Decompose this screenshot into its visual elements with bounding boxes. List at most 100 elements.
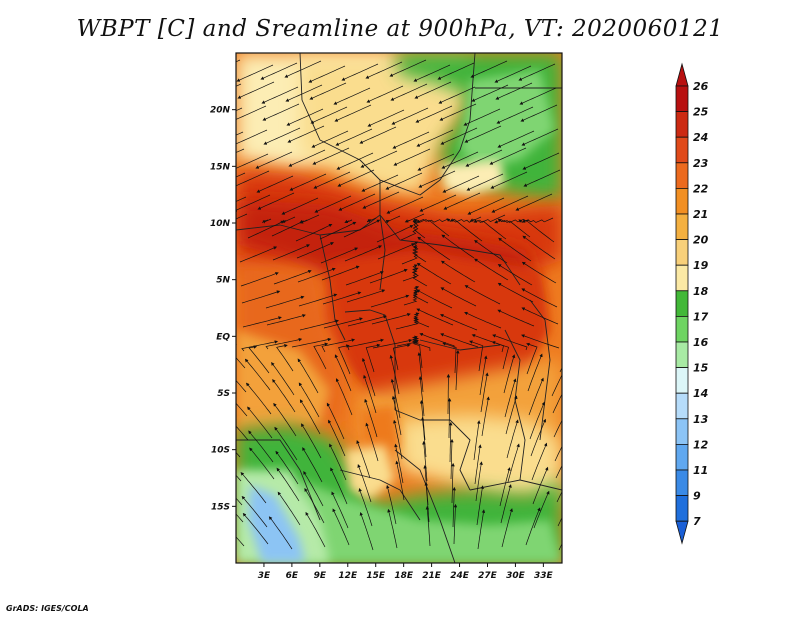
- streamline: [416, 218, 450, 237]
- streamline: [241, 495, 268, 528]
- streamline: [295, 223, 333, 242]
- streamline: [425, 505, 431, 547]
- colorbar-box: [675, 111, 689, 138]
- streamline: [505, 395, 518, 435]
- latitude-axis: 20N 15N 10N 5N EQ 5S 10S 15S: [210, 106, 236, 512]
- streamline: [412, 241, 427, 263]
- streamline: [241, 340, 279, 352]
- map-frame: [235, 52, 563, 564]
- streamline: [417, 236, 451, 261]
- streamline: [463, 108, 501, 126]
- streamline: [343, 219, 381, 238]
- streamline: [474, 258, 509, 281]
- country-border: [504, 329, 526, 481]
- streamline: [492, 334, 528, 351]
- streamline: [494, 218, 530, 224]
- streamline: [297, 267, 336, 283]
- streamline: [365, 422, 379, 462]
- streamline: [265, 295, 305, 309]
- streamline: [328, 419, 346, 457]
- colorbar-box: [675, 341, 689, 369]
- streamline: [249, 447, 275, 480]
- streamline: [305, 511, 326, 548]
- streamline: [361, 174, 399, 192]
- streamline: [503, 354, 516, 394]
- streamline: [447, 397, 452, 438]
- streamline: [274, 426, 298, 461]
- streamline: [247, 220, 285, 239]
- streamline: [495, 82, 533, 100]
- streamline: [236, 59, 241, 63]
- colorbar-label: 7: [693, 515, 701, 528]
- country-border: [529, 299, 551, 441]
- streamline: [520, 104, 558, 122]
- streamline: [377, 243, 415, 260]
- streamline: [363, 374, 377, 414]
- streamline: [449, 218, 483, 242]
- streamline: [245, 382, 272, 415]
- streamline: [413, 336, 431, 352]
- streamline: [242, 512, 269, 545]
- streamline: [247, 406, 273, 439]
- streamline: [236, 131, 244, 136]
- streamline: [298, 293, 338, 307]
- streamline: [236, 170, 270, 188]
- streamline: [308, 65, 346, 83]
- streamline: [504, 378, 517, 418]
- lat-tick-label: 10N: [210, 219, 231, 229]
- streamline: [391, 107, 429, 125]
- streamline: [236, 105, 267, 120]
- streamline: [420, 417, 427, 458]
- streamline: [326, 402, 345, 440]
- streamline: [236, 343, 246, 369]
- wbpt-field-map: [236, 53, 562, 563]
- credit-label: GrADS: IGES/COLA: [6, 604, 89, 613]
- streamline: [496, 106, 534, 124]
- streamline: [412, 339, 423, 369]
- streamline: [476, 485, 484, 526]
- streamline: [236, 153, 269, 169]
- colorbar-bottom-arrow: [675, 520, 689, 545]
- streamline: [334, 104, 372, 122]
- streamline: [390, 378, 401, 419]
- country-border: [379, 214, 386, 291]
- streamline: [313, 171, 351, 189]
- colorbar-label: 24: [693, 131, 708, 144]
- streamline: [418, 170, 456, 188]
- streamline: [240, 471, 267, 504]
- streamline: [236, 213, 248, 220]
- field-region-17: [248, 485, 305, 563]
- streamline: [439, 103, 477, 121]
- streamline: [440, 127, 478, 145]
- streamline: [555, 464, 562, 479]
- streamline: [330, 467, 348, 505]
- streamline: [248, 345, 270, 374]
- streamline: [257, 192, 295, 210]
- streamline: [394, 443, 404, 484]
- streamline: [497, 218, 531, 238]
- streamline: [239, 246, 278, 263]
- streamline: [333, 87, 371, 105]
- streamline: [272, 378, 296, 413]
- country-border: [394, 449, 456, 563]
- streamline: [442, 175, 480, 193]
- streamline: [521, 219, 555, 243]
- streamline: [528, 377, 544, 416]
- streamline: [521, 334, 560, 349]
- streamline: [391, 395, 402, 436]
- streamline: [362, 191, 400, 209]
- colorbar-box: [675, 469, 689, 497]
- lat-tick-label: 15S: [211, 502, 230, 512]
- streamline: [532, 466, 549, 505]
- streamline: [272, 244, 311, 261]
- streamline: [335, 378, 353, 416]
- streamline: [236, 497, 243, 506]
- streamline: [310, 106, 348, 124]
- streamline: [554, 445, 562, 462]
- streamline: [386, 484, 397, 525]
- streamline: [344, 245, 382, 262]
- streamline: [491, 341, 510, 370]
- streamline: [369, 268, 408, 284]
- streamline: [438, 86, 476, 104]
- streamline: [261, 218, 272, 224]
